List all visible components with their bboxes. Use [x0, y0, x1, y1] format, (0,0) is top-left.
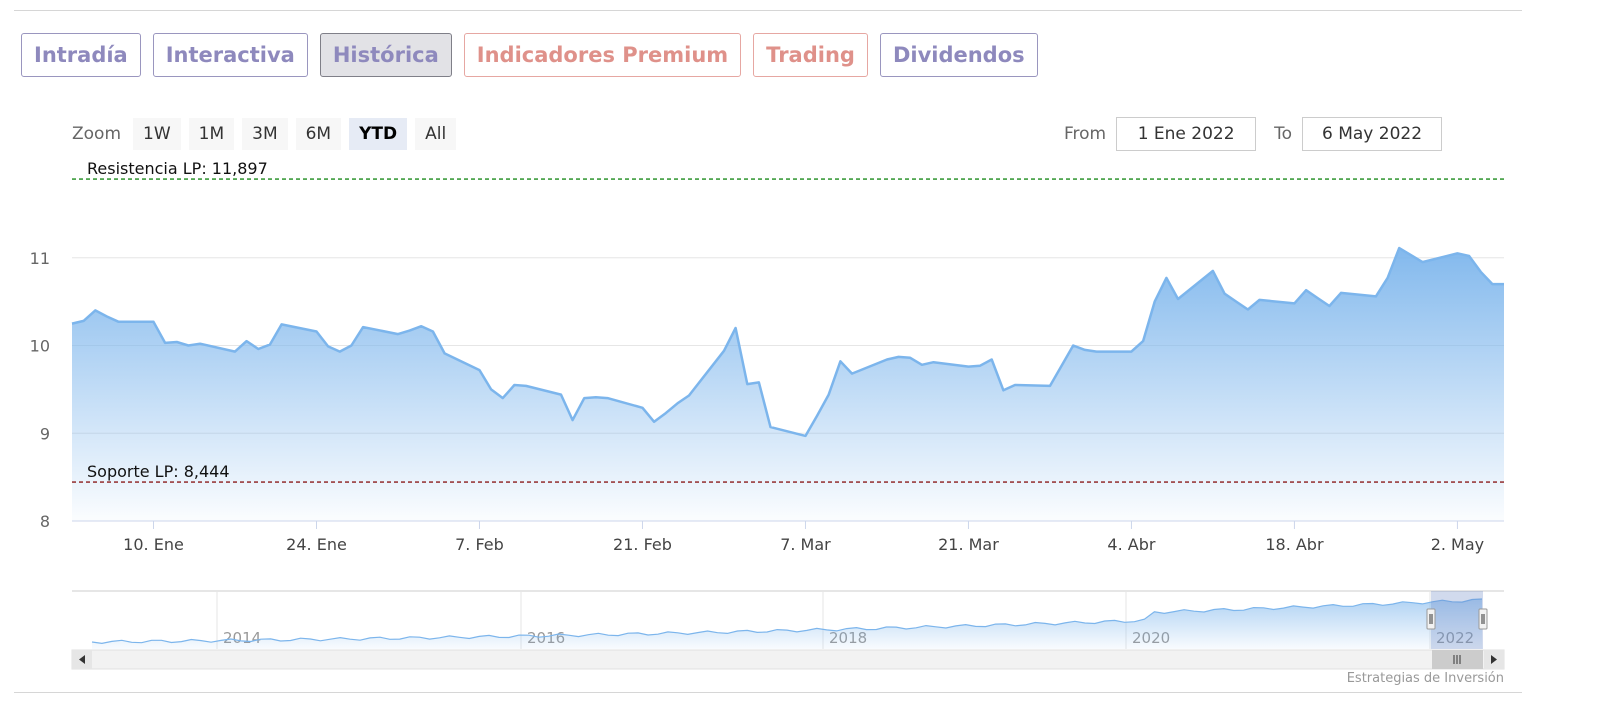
- y-tick-label: 9: [40, 424, 50, 443]
- navigator-area: [92, 599, 1482, 649]
- scrollbar-right-button: [1484, 650, 1504, 669]
- zoom-button-1w[interactable]: 1W: [133, 118, 181, 150]
- zoom-button-3m[interactable]: 3M: [242, 118, 288, 150]
- view-tabs: Intradía Interactiva Histórica Indicadores …: [21, 33, 1038, 77]
- from-label: From: [1064, 124, 1107, 144]
- top-divider: [14, 10, 1522, 11]
- tab-intrad-a[interactable]: Intradía: [21, 33, 141, 77]
- scrollbar-thumb: [1432, 650, 1483, 669]
- x-tick-label: 18. Abr: [1265, 535, 1324, 554]
- scrollbar-track: [71, 649, 1505, 670]
- tab-trading[interactable]: Trading: [753, 33, 868, 77]
- zoom-button-6m[interactable]: 6M: [295, 118, 342, 150]
- navigator-year-label: 2022: [1436, 629, 1474, 647]
- support-label: Soporte LP: 8,444: [87, 462, 230, 481]
- navigator-year-label: 2018: [829, 629, 867, 647]
- resistance-label: Resistencia LP: 11,897: [87, 159, 268, 178]
- zoom-button-all[interactable]: All: [415, 118, 457, 150]
- x-tick-label: 21. Feb: [613, 535, 672, 554]
- x-tick-label: 7. Feb: [455, 535, 504, 554]
- y-tick-label: 11: [30, 249, 50, 268]
- tab-interactiva[interactable]: Interactiva: [152, 33, 308, 77]
- navigator-year-label: 2016: [527, 629, 565, 647]
- to-label: To: [1274, 124, 1293, 144]
- credit-text: Estrategias de Inversión: [1346, 671, 1504, 686]
- x-tick-label: 7. Mar: [780, 535, 831, 554]
- zoom-button-1m[interactable]: 1M: [188, 118, 235, 150]
- scrollbar-left-button: [72, 650, 92, 669]
- navigator-handle: [1426, 608, 1436, 630]
- zoom-controls: Zoom 1W 1M 3M 6M YTD All: [72, 118, 457, 150]
- scroll-right-arrow-icon: [1491, 655, 1497, 664]
- scroll-left-arrow-icon: [79, 655, 85, 664]
- bottom-divider: [14, 692, 1522, 693]
- zoom-label: Zoom: [72, 124, 122, 144]
- y-tick-label: 8: [40, 512, 50, 531]
- y-tick-label: 10: [30, 337, 50, 356]
- tab-hist-rica[interactable]: Histórica: [319, 33, 452, 77]
- series-line: [71, 246, 1504, 438]
- navigator-handle: [1478, 608, 1488, 630]
- x-tick-label: 21. Mar: [938, 535, 999, 554]
- series-area: [72, 248, 1504, 521]
- zoom-button-group: 1W 1M 3M 6M YTD All: [133, 118, 457, 150]
- navigator-year-label: 2014: [223, 629, 261, 647]
- x-tick-label: 10. Ene: [123, 535, 184, 554]
- navigator-year-label: 2020: [1132, 629, 1170, 647]
- x-tick-label: 4. Abr: [1107, 535, 1155, 554]
- navigator-line: [91, 598, 1483, 645]
- tab-indicadores-premium[interactable]: Indicadores Premium: [463, 33, 742, 77]
- date-range: From 1 Ene 2022 To 6 May 2022: [1064, 117, 1443, 151]
- x-tick-label: 24. Ene: [286, 535, 347, 554]
- tab-dividendos[interactable]: Dividendos: [879, 33, 1038, 77]
- zoom-button-ytd[interactable]: YTD: [349, 118, 408, 150]
- to-date-input[interactable]: 6 May 2022: [1302, 117, 1443, 151]
- x-tick-label: 2. May: [1431, 535, 1484, 554]
- navigator-selection: [1431, 591, 1483, 649]
- from-date-input[interactable]: 1 Ene 2022: [1116, 117, 1257, 151]
